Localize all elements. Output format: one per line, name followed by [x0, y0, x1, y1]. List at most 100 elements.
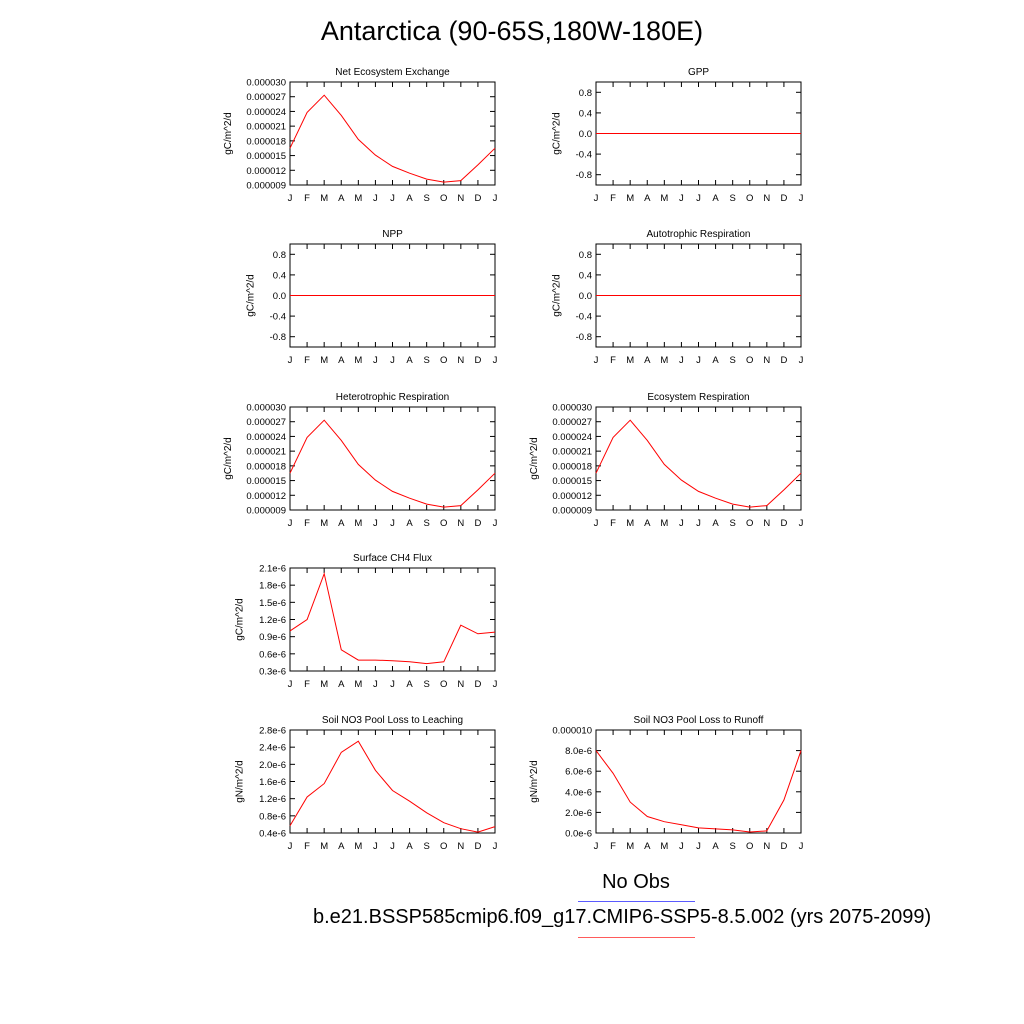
- x-tick-label: J: [390, 355, 395, 366]
- y-tick-label: 0.0: [579, 129, 592, 140]
- series-line: [289, 94, 496, 183]
- x-tick-label: F: [304, 193, 310, 204]
- series-line: [289, 419, 496, 508]
- y-tick-label: 0.000027: [246, 417, 286, 428]
- x-tick-label: J: [493, 679, 498, 690]
- y-tick-label: -0.4: [576, 150, 592, 161]
- x-tick-label: A: [406, 679, 413, 690]
- plot-frame: [289, 729, 496, 834]
- y-tick-label: 0.0: [579, 291, 592, 302]
- legend-obs-label: No Obs: [602, 871, 670, 893]
- x-tick-label: M: [320, 518, 328, 529]
- panel-title: NPP: [382, 229, 403, 240]
- x-tick-label: D: [474, 841, 481, 852]
- x-tick-label: D: [474, 518, 481, 529]
- y-tick-label: 6.0e-6: [565, 767, 592, 778]
- y-tick-label: 0.000015: [552, 476, 592, 487]
- x-tick-label: J: [679, 193, 684, 204]
- x-tick-label: M: [354, 355, 362, 366]
- y-tick-label: 1.5e-6: [259, 598, 286, 609]
- plot-frame: [289, 406, 496, 511]
- x-tick-label: N: [763, 518, 770, 529]
- x-tick-label: M: [626, 193, 634, 204]
- x-tick-label: M: [354, 679, 362, 690]
- x-tick-label: A: [338, 841, 345, 852]
- y-tick-label: -0.8: [576, 170, 592, 181]
- x-tick-label: M: [660, 518, 668, 529]
- x-tick-label: A: [644, 193, 651, 204]
- x-tick-label: J: [288, 193, 293, 204]
- y-tick-label: 8.0e-6: [565, 746, 592, 757]
- main-title: Antarctica (90-65S,180W-180E): [320, 16, 704, 46]
- y-tick-label: 0.0e-6: [565, 829, 592, 840]
- panel-title: Heterotrophic Respiration: [336, 392, 449, 403]
- x-tick-label: S: [729, 193, 735, 204]
- y-tick-label: 0.000015: [246, 476, 286, 487]
- x-tick-label: S: [423, 679, 429, 690]
- x-tick-label: O: [746, 841, 753, 852]
- x-tick-label: S: [729, 841, 735, 852]
- y-tick-label: 0.000027: [246, 92, 286, 103]
- panel-title: Surface CH4 Flux: [353, 553, 432, 564]
- x-tick-label: J: [493, 193, 498, 204]
- x-tick-label: O: [440, 355, 447, 366]
- y-tick-label: 1.2e-6: [259, 794, 286, 805]
- x-tick-label: N: [457, 355, 464, 366]
- x-tick-label: D: [780, 518, 787, 529]
- x-tick-label: J: [493, 355, 498, 366]
- x-tick-label: A: [644, 841, 651, 852]
- y-tick-label: 0.000010: [552, 726, 592, 737]
- x-tick-label: A: [338, 679, 345, 690]
- x-tick-label: O: [440, 679, 447, 690]
- x-tick-label: J: [390, 193, 395, 204]
- x-tick-label: J: [390, 518, 395, 529]
- x-tick-label: F: [304, 841, 310, 852]
- x-tick-label: F: [610, 193, 616, 204]
- y-tick-label: 0.000012: [246, 491, 286, 502]
- x-tick-label: N: [763, 841, 770, 852]
- series-line: [289, 571, 496, 665]
- x-tick-label: J: [288, 679, 293, 690]
- x-tick-label: J: [594, 355, 599, 366]
- x-tick-label: J: [288, 841, 293, 852]
- series-line: [595, 750, 802, 833]
- x-tick-label: A: [338, 355, 345, 366]
- x-tick-label: N: [457, 518, 464, 529]
- x-tick-label: O: [746, 355, 753, 366]
- x-tick-label: O: [440, 193, 447, 204]
- x-tick-label: J: [594, 518, 599, 529]
- y-axis-label: gC/m^2/d: [529, 437, 540, 480]
- legend-model-label: b.e21.BSSP585cmip6.f09_g17.CMIP6-SSP5-8.…: [313, 906, 932, 928]
- y-tick-label: 0.4: [273, 270, 286, 281]
- x-tick-label: N: [457, 193, 464, 204]
- x-tick-label: M: [320, 841, 328, 852]
- y-tick-label: -0.4: [576, 312, 592, 323]
- x-tick-label: J: [288, 355, 293, 366]
- x-tick-label: J: [373, 518, 378, 529]
- x-tick-label: M: [320, 355, 328, 366]
- y-tick-label: 0.000012: [246, 166, 286, 177]
- y-tick-label: 0.000027: [552, 417, 592, 428]
- x-tick-label: N: [457, 679, 464, 690]
- x-tick-label: D: [474, 193, 481, 204]
- y-tick-label: -0.8: [576, 332, 592, 343]
- x-tick-label: M: [320, 679, 328, 690]
- x-tick-label: O: [746, 518, 753, 529]
- y-tick-label: 0.8: [273, 250, 286, 261]
- y-tick-label: 0.4e-6: [259, 829, 286, 840]
- x-tick-label: A: [406, 841, 413, 852]
- x-tick-label: A: [712, 355, 719, 366]
- x-tick-label: J: [799, 518, 804, 529]
- x-tick-label: J: [679, 355, 684, 366]
- y-tick-label: 0.000030: [246, 403, 286, 414]
- x-tick-label: M: [660, 355, 668, 366]
- y-axis-label: gN/m^2/d: [234, 760, 245, 803]
- x-tick-label: F: [304, 518, 310, 529]
- x-tick-label: N: [763, 355, 770, 366]
- panel-title: Autotrophic Respiration: [647, 229, 751, 240]
